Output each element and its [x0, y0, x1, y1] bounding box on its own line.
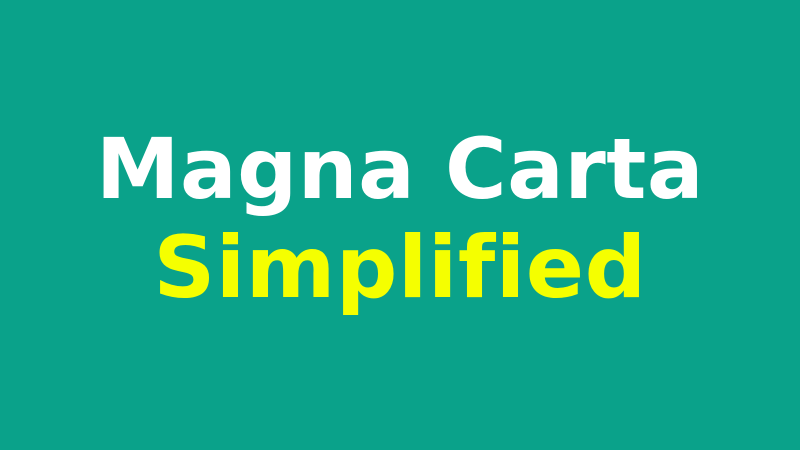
title-line-1: Magna Carta	[95, 120, 705, 218]
title-line-2: Simplified	[153, 218, 647, 318]
